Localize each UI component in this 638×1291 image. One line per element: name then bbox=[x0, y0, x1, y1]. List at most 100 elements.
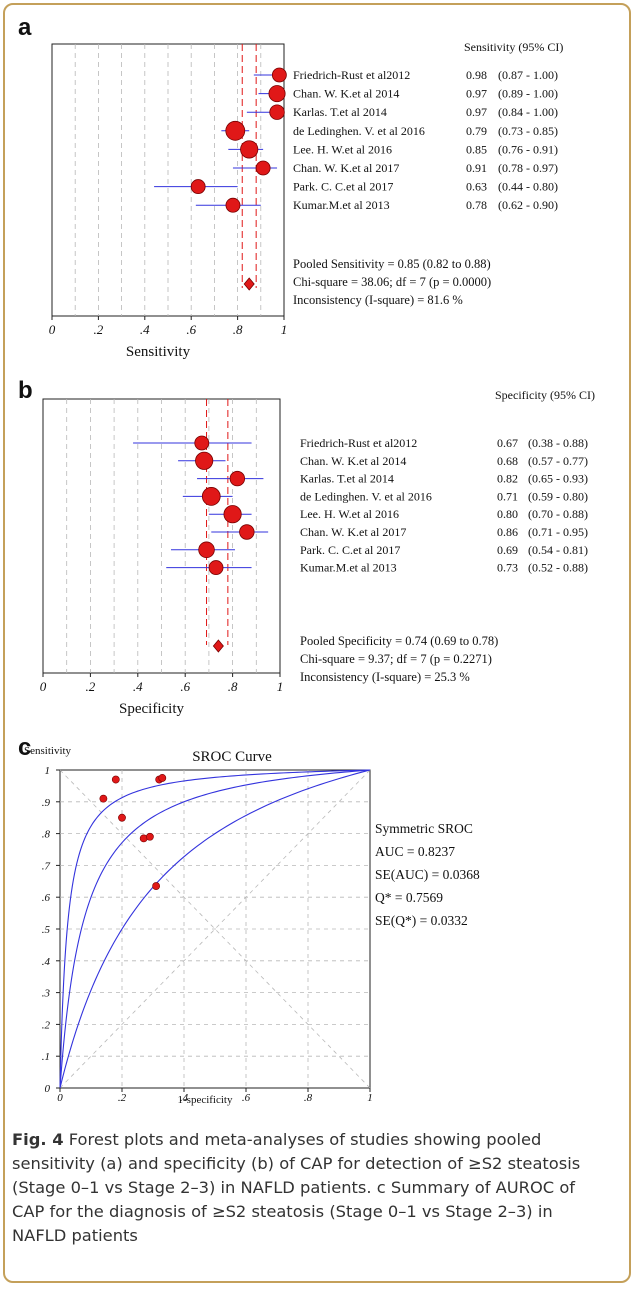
study-ci: (0.62 - 0.90) bbox=[498, 198, 558, 212]
study-marker bbox=[225, 120, 246, 141]
column-header: Sensitivity (95% CI) bbox=[464, 40, 563, 54]
x-tick-label: .2 bbox=[118, 1092, 127, 1104]
study-label: de Ledinghen. V. et al 2016 bbox=[293, 124, 425, 138]
pooled-stat-text: Pooled Sensitivity = 0.85 (0.82 to 0.88) bbox=[293, 257, 491, 271]
caption-label: Fig. 4 bbox=[12, 1130, 64, 1149]
sroc-annotation: Q* = 0.7569 bbox=[375, 890, 443, 905]
study-ci: (0.44 - 0.80) bbox=[498, 180, 558, 194]
y-tick-label: .5 bbox=[42, 924, 51, 936]
pooled-diamond bbox=[212, 639, 224, 653]
y-tick-label: .9 bbox=[42, 797, 51, 809]
study-point bbox=[111, 775, 120, 784]
study-point bbox=[145, 832, 154, 841]
study-marker bbox=[195, 451, 214, 470]
study-estimate: 0.91 bbox=[466, 161, 487, 175]
sroc-curve bbox=[59, 769, 371, 1089]
study-estimate: 0.85 bbox=[466, 142, 487, 156]
study-point bbox=[99, 794, 108, 803]
forest-plot-sensitivity: Friedrich-Rust et al2012 0.98 (0.87 - 1.00… bbox=[49, 40, 564, 360]
study-marker bbox=[223, 505, 242, 524]
study-ci: (0.70 - 0.88) bbox=[528, 507, 588, 521]
pooled-stat-text: Inconsistency (I-square) = 25.3 % bbox=[300, 670, 470, 684]
sroc-annotation: SE(AUC) = 0.0368 bbox=[375, 867, 480, 882]
study-estimate: 0.82 bbox=[497, 472, 518, 486]
y-tick-label: .8 bbox=[42, 829, 51, 841]
study-ci: (0.57 - 0.77) bbox=[528, 454, 588, 468]
study-ci: (0.52 - 0.88) bbox=[528, 561, 588, 575]
x-tick-label: .6 bbox=[242, 1092, 251, 1104]
sroc-curve bbox=[59, 769, 371, 1089]
sroc-annotation: SE(Q*) = 0.0332 bbox=[375, 913, 468, 928]
study-ci: (0.65 - 0.93) bbox=[528, 472, 588, 486]
pooled-stat-text: Chi-square = 38.06; df = 7 (p = 0.0000) bbox=[293, 275, 491, 289]
study-label: Friedrich-Rust et al2012 bbox=[293, 68, 410, 82]
study-label: de Ledinghen. V. et al 2016 bbox=[300, 489, 432, 503]
study-label: Chan. W. K.et al 2017 bbox=[300, 525, 406, 539]
study-estimate: 0.63 bbox=[466, 180, 487, 194]
study-ci: (0.38 - 0.88) bbox=[528, 436, 588, 450]
study-point bbox=[158, 774, 167, 782]
study-label: Chan. W. K.et al 2014 bbox=[293, 87, 399, 101]
study-label: Chan. W. K.et al 2014 bbox=[300, 454, 406, 468]
x-tick-label: 0 bbox=[40, 679, 47, 694]
y-tick-label: .3 bbox=[42, 988, 51, 1000]
study-estimate: 0.68 bbox=[497, 454, 518, 468]
study-label: Kumar.M.et al 2013 bbox=[293, 198, 390, 212]
pooled-stat-text: Inconsistency (I-square) = 81.6 % bbox=[293, 293, 463, 307]
x-tick-label: 0 bbox=[49, 322, 56, 337]
y-tick-label: .7 bbox=[42, 860, 51, 872]
study-marker bbox=[229, 470, 246, 487]
x-tick-label: 1 bbox=[277, 679, 284, 694]
x-tick-label: .6 bbox=[180, 679, 190, 694]
sroc-annotation: Symmetric SROC bbox=[375, 821, 473, 836]
study-ci: (0.59 - 0.80) bbox=[528, 489, 588, 503]
study-ci: (0.73 - 0.85) bbox=[498, 124, 558, 138]
panel-label-c: c bbox=[18, 734, 32, 761]
study-label: Lee. H. W.et al 2016 bbox=[293, 142, 392, 156]
symmetry-diagonal bbox=[59, 769, 371, 1089]
study-marker bbox=[198, 541, 215, 559]
study-estimate: 0.69 bbox=[497, 543, 518, 557]
study-ci: (0.87 - 1.00) bbox=[498, 68, 558, 82]
x-tick-label: .4 bbox=[133, 679, 143, 694]
y-tick-label: .2 bbox=[42, 1019, 51, 1031]
study-estimate: 0.71 bbox=[497, 489, 518, 503]
forest-plot-specificity: Friedrich-Rust et al2012 0.67 (0.38 - 0.88… bbox=[40, 388, 595, 717]
x-tick-label: .4 bbox=[140, 322, 150, 337]
study-label: Park. C. C.et al 2017 bbox=[293, 180, 393, 194]
pooled-stat-text: Pooled Specificity = 0.74 (0.69 to 0.78) bbox=[300, 634, 498, 648]
x-tick-label: 0 bbox=[57, 1092, 63, 1104]
y-tick-label: .1 bbox=[42, 1051, 50, 1063]
study-point bbox=[118, 813, 126, 822]
sroc-annotation: AUC = 0.8237 bbox=[375, 844, 455, 859]
x-tick-label: .2 bbox=[86, 679, 96, 694]
x-tick-label: 1 bbox=[367, 1092, 373, 1104]
study-label: Friedrich-Rust et al2012 bbox=[300, 436, 417, 450]
study-marker bbox=[255, 160, 271, 176]
sroc-curve-chart: SROC Curve Sensitivity 0 .1 .2 .3 .4 .5 .6 .7 .8 .9… bbox=[24, 745, 480, 1106]
x-tick-label: 1 bbox=[281, 322, 288, 337]
study-ci: (0.71 - 0.95) bbox=[528, 525, 588, 539]
y-tick-label: .6 bbox=[42, 892, 51, 904]
pooled-diamond bbox=[243, 277, 255, 291]
study-estimate: 0.80 bbox=[497, 507, 518, 521]
study-estimate: 0.67 bbox=[497, 436, 518, 450]
study-label: Karlas. T.et al 2014 bbox=[293, 105, 387, 119]
study-ci: (0.54 - 0.81) bbox=[528, 543, 588, 557]
sroc-curve bbox=[59, 769, 371, 1089]
study-estimate: 0.73 bbox=[497, 561, 518, 575]
pooled-stat-text: Chi-square = 9.37; df = 7 (p = 0.2271) bbox=[300, 652, 492, 666]
study-estimate: 0.86 bbox=[497, 525, 518, 539]
x-tick-label: .4 bbox=[180, 1092, 189, 1104]
study-marker bbox=[239, 524, 255, 540]
study-marker bbox=[201, 487, 221, 506]
study-ci: (0.84 - 1.00) bbox=[498, 105, 558, 119]
study-marker bbox=[269, 104, 285, 120]
column-header: Specificity (95% CI) bbox=[495, 388, 595, 402]
study-label: Chan. W. K.et al 2017 bbox=[293, 161, 399, 175]
study-label: Lee. H. W.et al 2016 bbox=[300, 507, 399, 521]
study-marker bbox=[225, 197, 241, 213]
study-ci: (0.89 - 1.00) bbox=[498, 87, 558, 101]
figure-frame bbox=[3, 3, 631, 1283]
figure-caption: Fig. 4 Forest plots and meta-analyses of… bbox=[12, 1128, 612, 1248]
